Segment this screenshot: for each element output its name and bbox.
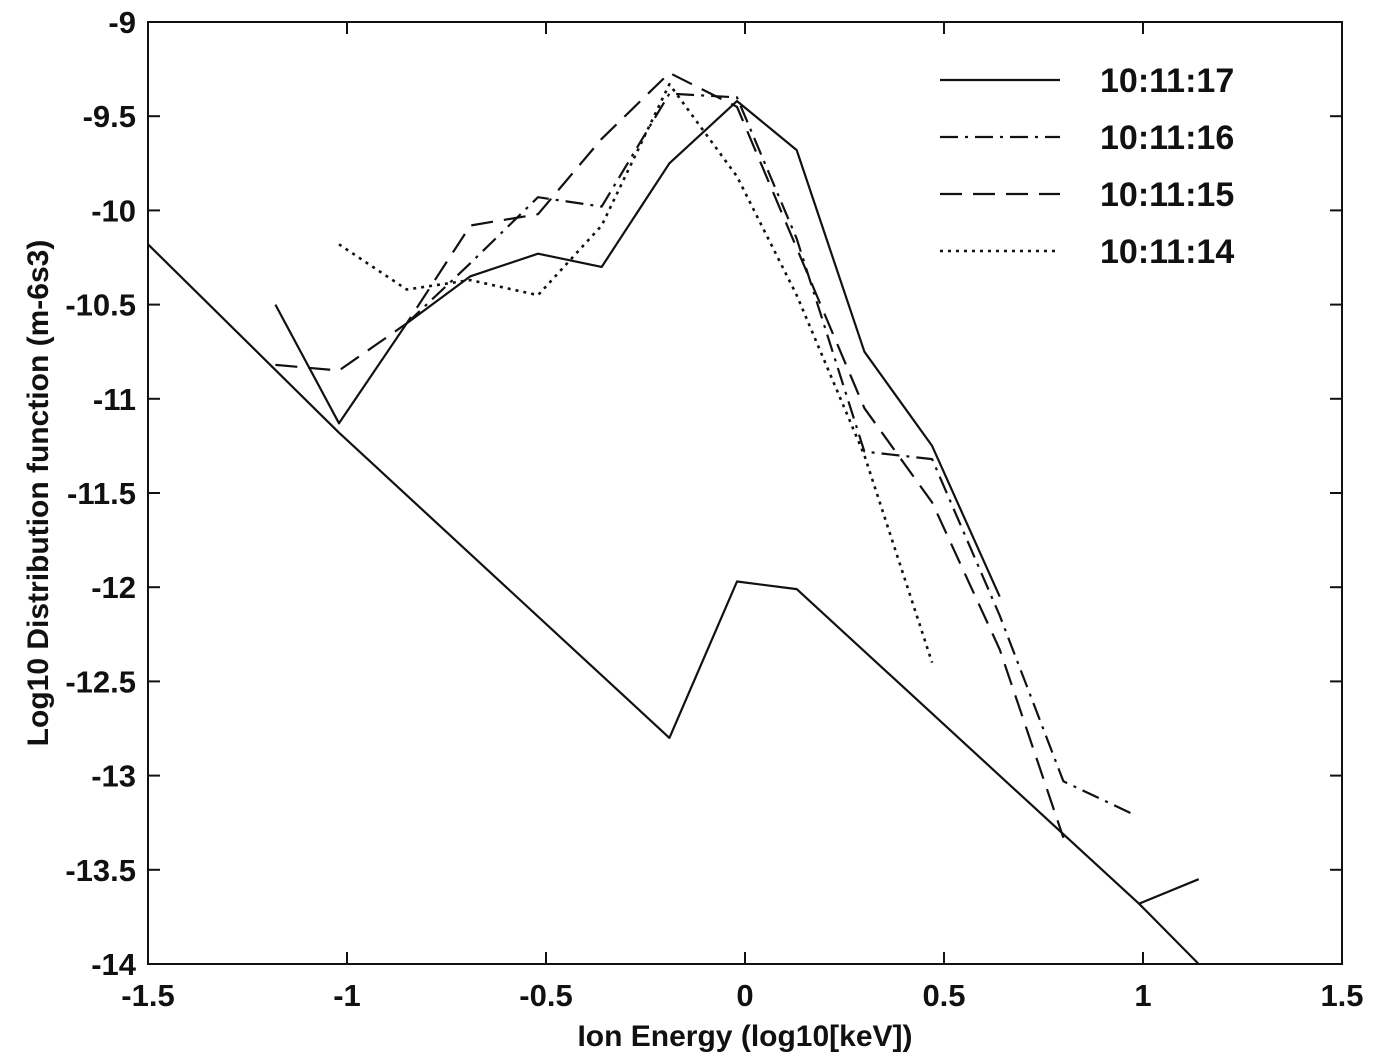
y-tick-label: -11.5 bbox=[67, 476, 136, 511]
y-tick-label: -13.5 bbox=[65, 853, 136, 888]
series-line bbox=[338, 82, 934, 664]
legend-label: 10:11:17 bbox=[1100, 62, 1234, 100]
y-tick-labels: -9 -9.5 -10 -10.5 -11 -11.5 -12 -12.5 -13 -13.5 -1… bbox=[65, 5, 136, 982]
x-tick-label: -1.5 bbox=[121, 978, 174, 1013]
x-tick-label: -1 bbox=[333, 978, 361, 1013]
x-tick-label: 1 bbox=[1134, 978, 1151, 1013]
series-line bbox=[405, 92, 1132, 815]
x-tick-label: 0.5 bbox=[922, 978, 965, 1013]
series-line bbox=[274, 99, 1001, 598]
plot-frame bbox=[147, 21, 1343, 965]
series-line bbox=[1138, 878, 1200, 905]
y-tick-label: -9.5 bbox=[83, 99, 136, 134]
legend-label: 10:11:16 bbox=[1100, 119, 1234, 157]
y-tick-label: -9 bbox=[108, 5, 136, 40]
legend-label: 10:11:14 bbox=[1100, 233, 1234, 271]
series-line bbox=[275, 71, 1065, 839]
legend: 10:11:17 10:11:16 10:11:15 10:11:14 bbox=[940, 62, 1234, 271]
y-tick-label: -10 bbox=[91, 193, 136, 228]
axis-ticks bbox=[147, 21, 1343, 965]
series-line bbox=[147, 243, 1200, 965]
y-axis-title: Log10 Distribution function (m-6s3) bbox=[22, 240, 55, 747]
x-axis-title: Ion Energy (log10[keV]) bbox=[577, 1020, 912, 1053]
series-lines bbox=[147, 71, 1200, 965]
x-tick-label: -0.5 bbox=[519, 978, 572, 1013]
y-tick-label: -12 bbox=[91, 570, 136, 605]
x-tick-labels: -1.5 -1 -0.5 0 0.5 1 1.5 bbox=[121, 978, 1363, 1013]
x-tick-label: 1.5 bbox=[1320, 978, 1363, 1013]
y-tick-label: -14 bbox=[91, 947, 137, 982]
y-tick-label: -12.5 bbox=[65, 664, 136, 699]
y-tick-label: -11 bbox=[93, 382, 136, 417]
y-tick-label: -13 bbox=[91, 759, 136, 794]
y-tick-label: -10.5 bbox=[65, 288, 136, 323]
x-tick-label: 0 bbox=[736, 978, 753, 1013]
legend-label: 10:11:15 bbox=[1100, 176, 1234, 214]
